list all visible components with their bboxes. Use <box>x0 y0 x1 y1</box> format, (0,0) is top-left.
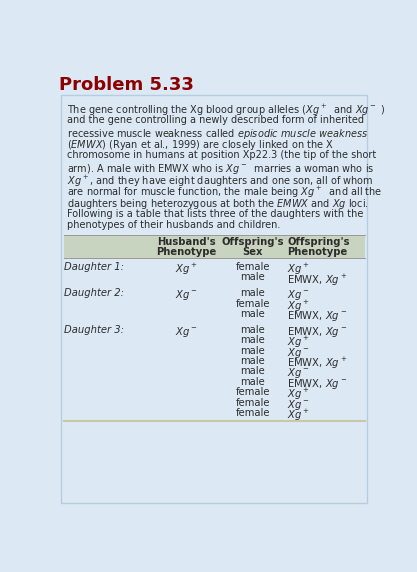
Text: male: male <box>240 288 265 298</box>
Text: Offspring's: Offspring's <box>221 237 284 248</box>
Text: female: female <box>235 299 270 309</box>
Text: $Xg^+$: $Xg^+$ <box>287 387 310 402</box>
Text: Daughter 3:: Daughter 3: <box>64 325 124 335</box>
Text: Offspring's: Offspring's <box>287 237 350 248</box>
Text: EMWX, $Xg^+$: EMWX, $Xg^+$ <box>287 272 347 288</box>
Text: Problem 5.33: Problem 5.33 <box>59 76 194 94</box>
Text: daughters being heterozygous at both the $\it{EMWX}$ and $\it{Xg}$ loci.: daughters being heterozygous at both the… <box>67 197 369 211</box>
Text: Sex: Sex <box>242 248 263 257</box>
Text: Daughter 1:: Daughter 1: <box>64 262 124 272</box>
Text: chromosome in humans at position Xp22.3 (the tip of the short: chromosome in humans at position Xp22.3 … <box>67 150 376 160</box>
Text: male: male <box>240 377 265 387</box>
Text: $Xg^+$: $Xg^+$ <box>287 262 310 277</box>
Text: arm). A male with EMWX who is $Xg^-$  marries a woman who is: arm). A male with EMWX who is $Xg^-$ mar… <box>67 162 374 176</box>
Text: EMWX, $Xg^-$: EMWX, $Xg^-$ <box>287 377 347 391</box>
Text: $Xg^-$: $Xg^-$ <box>175 288 198 302</box>
Text: $Xg^-$: $Xg^-$ <box>175 325 198 339</box>
Text: Phenotype: Phenotype <box>287 248 347 257</box>
Text: female: female <box>235 408 270 418</box>
Text: $Xg^-$: $Xg^-$ <box>287 288 310 302</box>
Text: EMWX, $Xg^-$: EMWX, $Xg^-$ <box>287 325 347 339</box>
Text: $Xg^-$: $Xg^-$ <box>287 345 310 360</box>
Text: and the gene controlling a newly described form of inherited: and the gene controlling a newly describ… <box>67 115 364 125</box>
Text: male: male <box>240 272 265 283</box>
FancyBboxPatch shape <box>64 235 365 258</box>
Text: male: male <box>240 367 265 376</box>
Text: ($\it{EMWX}$) (Ryan et al., 1999) are closely linked on the X: ($\it{EMWX}$) (Ryan et al., 1999) are cl… <box>67 138 334 152</box>
Text: Phenotype: Phenotype <box>156 248 216 257</box>
Text: $Xg^-$: $Xg^-$ <box>287 367 310 380</box>
Text: male: male <box>240 309 265 319</box>
Text: Following is a table that lists three of the daughters with the: Following is a table that lists three of… <box>67 209 363 219</box>
Text: male: male <box>240 356 265 366</box>
Text: EMWX, $Xg^+$: EMWX, $Xg^+$ <box>287 356 347 371</box>
Text: $Xg^-$: $Xg^-$ <box>287 398 310 412</box>
Text: male: male <box>240 335 265 345</box>
Text: recessive muscle weakness called $\it{episodic\ muscle\ weakness}$: recessive muscle weakness called $\it{ep… <box>67 126 368 141</box>
Text: phenotypes of their husbands and children.: phenotypes of their husbands and childre… <box>67 220 280 231</box>
Text: $Xg^+$: $Xg^+$ <box>287 335 310 350</box>
FancyBboxPatch shape <box>61 95 367 503</box>
Text: Daughter 2:: Daughter 2: <box>64 288 124 298</box>
Text: $Xg^+$: $Xg^+$ <box>287 408 310 423</box>
Text: EMWX, $Xg^-$: EMWX, $Xg^-$ <box>287 309 347 323</box>
Text: $Xg^+$, and they have eight daughters and one son, all of whom: $Xg^+$, and they have eight daughters an… <box>67 173 374 189</box>
Text: female: female <box>235 398 270 408</box>
Text: $Xg^+$: $Xg^+$ <box>287 299 310 313</box>
Text: Husband's: Husband's <box>157 237 216 248</box>
Text: female: female <box>235 262 270 272</box>
Text: male: male <box>240 345 265 356</box>
Text: male: male <box>240 325 265 335</box>
Text: $Xg^+$: $Xg^+$ <box>175 262 198 277</box>
Text: The gene controlling the Xg blood group alleles ($Xg^+$  and $Xg^-$ ): The gene controlling the Xg blood group … <box>67 104 385 118</box>
Text: are normal for muscle function, the male being $Xg^+$  and all the: are normal for muscle function, the male… <box>67 185 382 200</box>
Text: female: female <box>235 387 270 397</box>
